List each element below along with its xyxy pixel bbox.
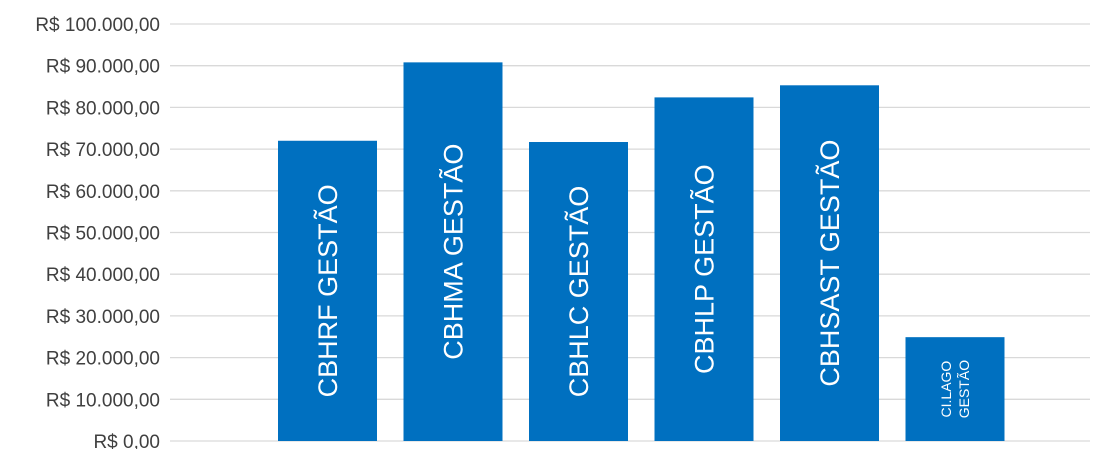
bar-label: CI.LAGO GESTÃO	[938, 360, 972, 418]
y-tick-label: R$ 20.000,00	[46, 349, 160, 370]
bar	[905, 337, 1005, 441]
y-tick-label: R$ 30.000,00	[46, 307, 160, 328]
y-tick-label: R$ 40.000,00	[46, 265, 160, 286]
y-tick-label: R$ 70.000,00	[46, 140, 160, 161]
y-tick-label: R$ 60.000,00	[46, 182, 160, 203]
bar-label: CBHRF GESTÃO	[312, 184, 343, 397]
bars: CBHRF GESTÃO CBHMA GESTÃO CBHLC GESTÃO CBHL…	[278, 62, 1005, 442]
bar-label: CBHLC GESTÃO	[563, 186, 594, 398]
y-tick-label: R$ 0,00	[93, 432, 160, 449]
bar	[278, 140, 377, 441]
y-tick-label: R$ 50.000,00	[46, 224, 160, 245]
y-tick-label: R$ 10.000,00	[46, 390, 160, 411]
y-tick-label: R$ 80.000,00	[46, 98, 160, 119]
bar-label: CBHLP GESTÃO	[688, 164, 719, 374]
bar-label: CBHSAST GESTÃO	[814, 140, 845, 387]
bar	[654, 97, 754, 441]
y-tick-label: R$ 100.000,00	[35, 15, 160, 36]
y-axis-tick-labels: R$ 0,00 R$ 10.000,00 R$ 20.000,00 R$ 30.000…	[35, 15, 160, 449]
bar	[529, 142, 628, 442]
bar	[403, 62, 503, 441]
y-tick-label: R$ 90.000,00	[46, 57, 160, 78]
bar	[780, 85, 879, 441]
bar-label: CBHMA GESTÃO	[437, 144, 468, 360]
